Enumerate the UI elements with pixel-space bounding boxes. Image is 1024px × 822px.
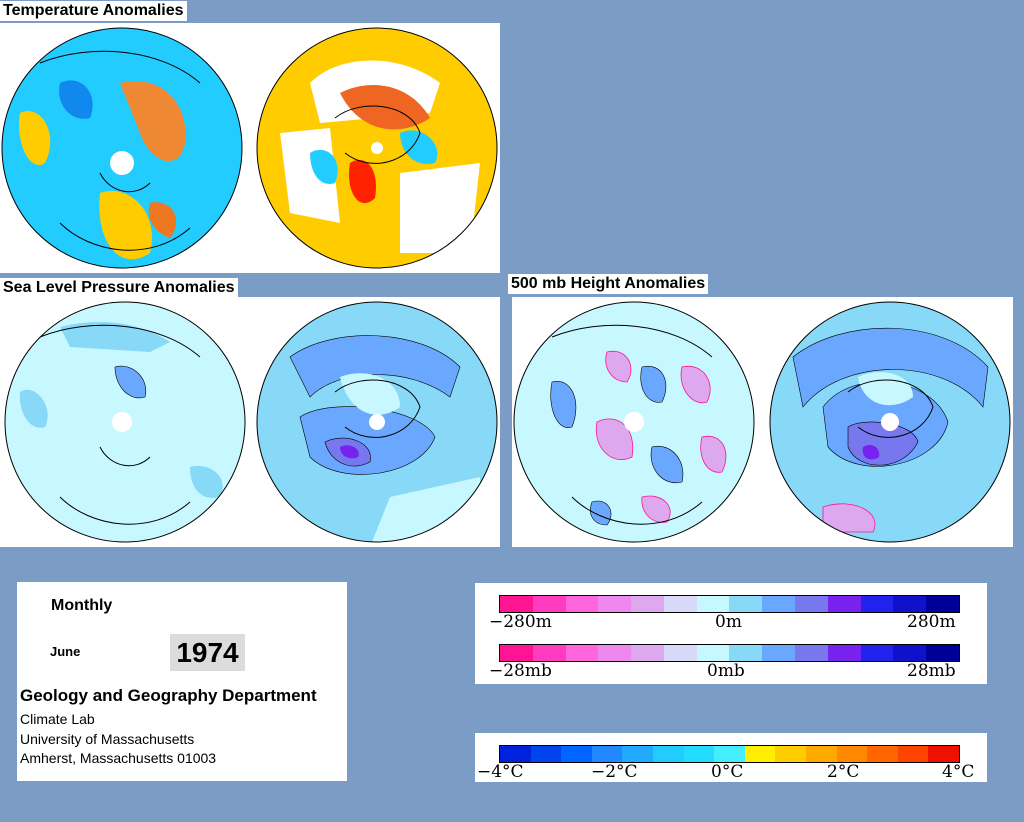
colorbar-swatch bbox=[663, 596, 697, 612]
lab-label: Climate Lab bbox=[20, 711, 95, 727]
anomaly-legend-box: −280m 0m 280m −28mb 0mb 28mb bbox=[475, 583, 987, 684]
colorbar-swatch bbox=[696, 645, 730, 661]
university-label: University of Massachusetts bbox=[20, 731, 195, 747]
temperature-colorbar bbox=[499, 745, 960, 763]
colorbar-swatch bbox=[729, 596, 763, 612]
colorbar-swatch bbox=[631, 596, 664, 612]
colorbar-swatch bbox=[827, 645, 861, 661]
colorbar-swatch bbox=[683, 746, 715, 762]
info-box: Monthly June 1974 Geology and Geography … bbox=[17, 582, 347, 781]
height-panel bbox=[512, 297, 1013, 547]
temp-tick-label: 4°C bbox=[942, 762, 975, 782]
temp-tick-label: 0°C bbox=[711, 762, 744, 782]
colorbar-swatch bbox=[762, 645, 796, 661]
temp-tick-label: −2°C bbox=[591, 762, 638, 782]
colorbar-swatch bbox=[744, 746, 776, 762]
colorbar-swatch bbox=[598, 596, 632, 612]
colorbar-swatch bbox=[591, 746, 623, 762]
colorbar-swatch bbox=[762, 596, 796, 612]
pressure-high-label: 28mb bbox=[907, 661, 956, 681]
colorbar-swatch bbox=[867, 746, 898, 762]
height-mid-label: 0m bbox=[715, 612, 742, 632]
height-north-map bbox=[513, 301, 755, 543]
pressure-colorbar bbox=[499, 644, 960, 662]
colorbar-swatch bbox=[860, 596, 894, 612]
colorbar-swatch bbox=[663, 645, 697, 661]
colorbar-swatch bbox=[729, 645, 763, 661]
slp-title: Sea Level Pressure Anomalies bbox=[0, 278, 238, 298]
year-label: 1974 bbox=[170, 634, 245, 671]
height-south-map bbox=[769, 301, 1011, 543]
slp-north-map bbox=[4, 301, 246, 543]
colorbar-swatch bbox=[500, 746, 531, 762]
pressure-low-label: −28mb bbox=[489, 661, 552, 681]
colorbar-swatch bbox=[565, 596, 599, 612]
colorbar-swatch bbox=[893, 596, 927, 612]
colorbar-swatch bbox=[631, 645, 664, 661]
colorbar-swatch bbox=[926, 596, 959, 612]
colorbar-swatch bbox=[836, 746, 868, 762]
colorbar-swatch bbox=[926, 645, 959, 661]
address-label: Amherst, Massachusetts 01003 bbox=[20, 750, 217, 766]
colorbar-swatch bbox=[696, 596, 730, 612]
colorbar-swatch bbox=[500, 645, 533, 661]
colorbar-swatch bbox=[530, 746, 562, 762]
height-low-label: −280m bbox=[489, 612, 552, 632]
height-title: 500 mb Height Anomalies bbox=[508, 274, 709, 294]
colorbar-swatch bbox=[561, 746, 592, 762]
colorbar-swatch bbox=[928, 746, 959, 762]
temperature-south-map bbox=[256, 27, 498, 269]
colorbar-swatch bbox=[532, 596, 566, 612]
colorbar-swatch bbox=[795, 596, 828, 612]
height-colorbar bbox=[499, 595, 960, 613]
temperature-title: Temperature Anomalies bbox=[0, 1, 187, 21]
slp-south-map bbox=[256, 301, 498, 543]
colorbar-swatch bbox=[622, 746, 653, 762]
slp-panel bbox=[0, 297, 500, 547]
colorbar-swatch bbox=[775, 746, 806, 762]
temperature-legend-box: −4°C −2°C 0°C 2°C 4°C bbox=[475, 733, 987, 782]
department-label: Geology and Geography Department bbox=[20, 686, 317, 705]
temperature-panel bbox=[0, 23, 500, 273]
colorbar-swatch bbox=[897, 746, 929, 762]
colorbar-swatch bbox=[565, 645, 599, 661]
colorbar-swatch bbox=[532, 645, 566, 661]
temperature-north-map bbox=[1, 27, 243, 269]
colorbar-swatch bbox=[714, 746, 745, 762]
height-high-label: 280m bbox=[907, 612, 956, 632]
colorbar-swatch bbox=[795, 645, 828, 661]
colorbar-swatch bbox=[500, 596, 533, 612]
month-label: June bbox=[50, 644, 81, 659]
colorbar-swatch bbox=[652, 746, 684, 762]
colorbar-swatch bbox=[827, 596, 861, 612]
temp-tick-label: −4°C bbox=[477, 762, 524, 782]
pressure-mid-label: 0mb bbox=[707, 661, 745, 681]
temp-tick-label: 2°C bbox=[827, 762, 860, 782]
colorbar-swatch bbox=[598, 645, 632, 661]
period-label: Monthly bbox=[51, 597, 113, 614]
colorbar-swatch bbox=[805, 746, 837, 762]
colorbar-swatch bbox=[893, 645, 927, 661]
colorbar-swatch bbox=[860, 645, 894, 661]
